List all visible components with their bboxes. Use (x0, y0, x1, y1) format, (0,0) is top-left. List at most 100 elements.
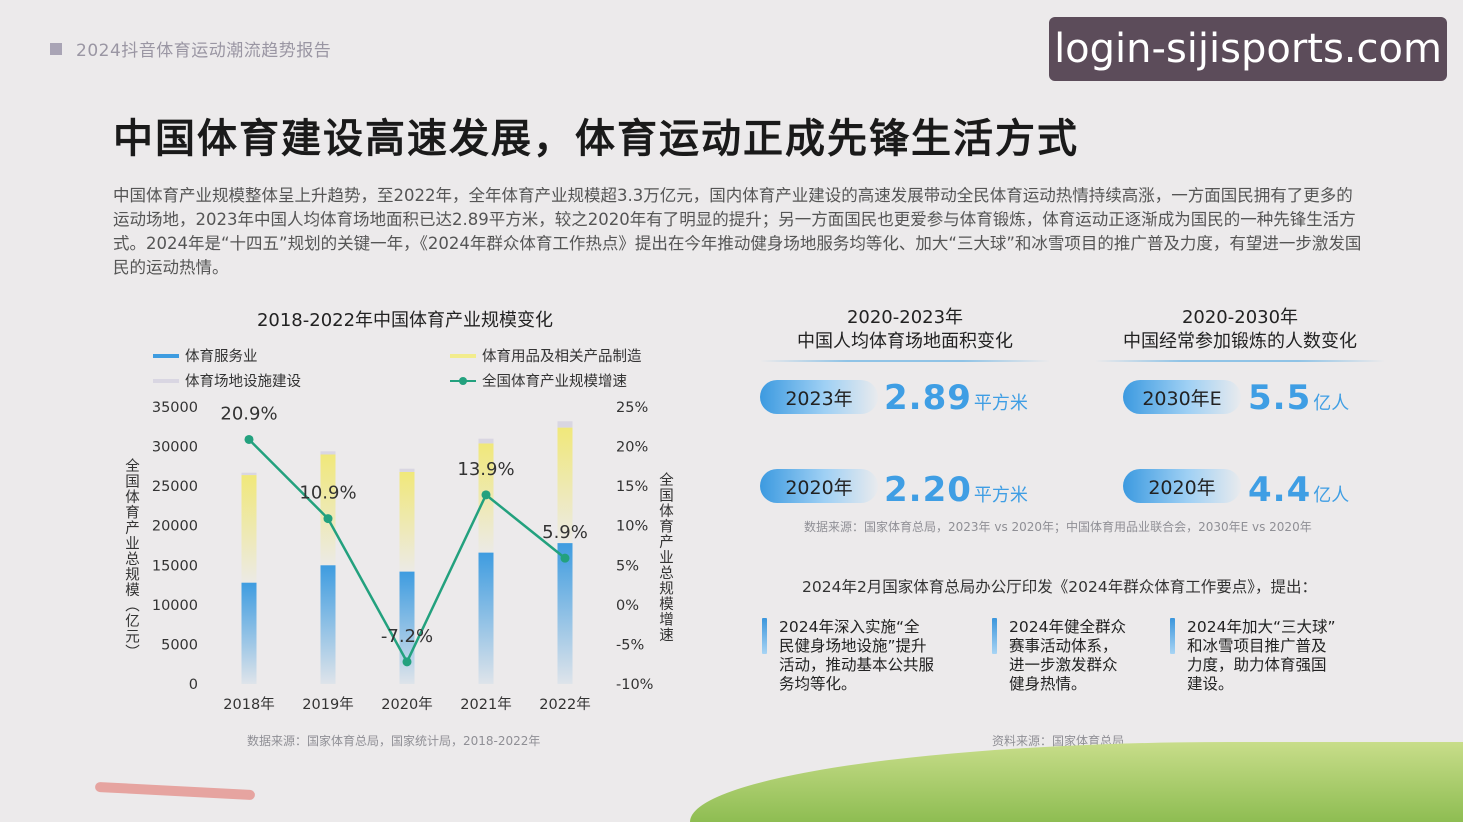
policy-point-2-line3: 进一步激发群众 (1009, 656, 1118, 674)
legend-item-facilities: 体育场地设施建设 (153, 370, 301, 391)
policy-point-3-line4: 建设。 (1187, 675, 1234, 693)
x-tick-label: 2020年 (381, 696, 432, 713)
growth-data-label: 20.9% (220, 403, 277, 424)
legend-swatch-facilities (153, 378, 179, 383)
legend-swatch-manufacturing (450, 353, 476, 358)
bar-facilities (320, 451, 336, 455)
bar-service (320, 565, 336, 684)
policy-point-2-line1: 2024年健全群众 (1009, 618, 1126, 636)
y-tick-label: 0 (189, 677, 198, 693)
y2-tick-label: 20% (616, 440, 648, 456)
page-title: 中国体育建设高速发展，体育运动正成先锋生活方式 (113, 116, 1079, 162)
y2-tick-label: 0% (616, 598, 639, 614)
policy-point-1-line3: 活动，推动基本公共服 (779, 656, 935, 674)
y2-tick-label: 5% (616, 558, 639, 574)
stat-area-number-2020: 2.20 (884, 470, 972, 510)
growth-data-label: 5.9% (542, 522, 588, 543)
growth-point (481, 490, 491, 500)
growth-data-label: 10.9% (299, 483, 356, 504)
report-header: 2024抖音体育运动潮流趋势报告 (50, 36, 331, 61)
growth-point (244, 434, 254, 444)
policy-point-1: 2024年深入实施“全 民健身场地设施”提升 活动，推动基本公共服 务均等化。 (762, 618, 934, 694)
stat-people-year-2030: 2030年E (1142, 387, 1222, 410)
chart-title: 2018-2022年中国体育产业规模变化 (256, 310, 554, 331)
policy-point-2: 2024年健全群众 赛事活动体系， 进一步激发群众 健身热情。 (992, 618, 1126, 694)
y-tick-label: 10000 (152, 598, 198, 614)
bar-service (478, 552, 494, 684)
y-tick-label: 25000 (152, 479, 198, 495)
policy-point-3-line1: 2024年加大“三大球” (1187, 618, 1336, 636)
stat-people-header: 2020-2030年 中国经常参加锻炼的人数变化 (1095, 306, 1385, 362)
stat-people-unit-2020: 亿人 (1313, 485, 1350, 506)
policy-point-2-line4: 健身热情。 (1009, 675, 1087, 693)
chart-source: 数据来源：国家体育总局，国家统计局，2018-2022年 (247, 734, 541, 748)
legend-swatch-service (153, 353, 179, 358)
legend-label-service: 体育服务业 (185, 349, 258, 365)
watermark-badge: login-sijisports.com (1049, 17, 1447, 81)
stat-area-year-pill-2020: 2020年 (760, 469, 878, 503)
stat-people-year-pill-2020: 2020年 (1123, 469, 1241, 503)
x-tick-label: 2018年 (223, 696, 274, 713)
y-tick-label: 5000 (161, 637, 198, 653)
policy-point-1-text: 2024年深入实施“全 民健身场地设施”提升 活动，推动基本公共服 务均等化。 (779, 618, 934, 694)
y2-tick-label: 10% (616, 519, 648, 535)
policy-point-1-line1: 2024年深入实施“全 (779, 618, 920, 636)
y-axis-label: 全国体育产业总规模（亿元） (123, 458, 139, 660)
stat-area-unit-2023: 平方米 (973, 393, 1028, 414)
policy-point-3: 2024年加大“三大球” 和冰雪项目推广普及 力度，助力体育强国 建设。 (1170, 618, 1336, 694)
stat-people-unit-2030: 亿人 (1313, 393, 1350, 414)
x-tick-label: 2021年 (460, 696, 511, 713)
policy-point-3-text: 2024年加大“三大球” 和冰雪项目推广普及 力度，助力体育强国 建设。 (1187, 618, 1336, 694)
legend-item-manufacturing: 体育用品及相关产品制造 (450, 345, 642, 366)
x-tick-label: 2019年 (302, 696, 353, 713)
legend-swatch-growth (450, 376, 476, 385)
legend-label-growth: 全国体育产业规模增速 (482, 374, 627, 390)
stat-people-number-2020: 4.4 (1248, 470, 1312, 510)
y2-tick-label: 15% (616, 479, 648, 495)
x-tick-label: 2022年 (539, 696, 590, 713)
stat-people-title-line2: 中国经常参加锻炼的人数变化 (1123, 331, 1357, 352)
stat-area-divider (760, 360, 1050, 362)
policy-point-1-bar (762, 618, 767, 654)
legend-item-service: 体育服务业 (153, 345, 258, 366)
stat-area-year-2020: 2020年 (785, 476, 853, 499)
bar-facilities (241, 472, 257, 476)
legend-label-manufacturing: 体育用品及相关产品制造 (482, 349, 642, 365)
bar-facilities (557, 421, 573, 428)
bar-service (557, 543, 573, 684)
growth-point (323, 514, 333, 524)
stat-area-value-2023: 2.89 平方米 (884, 378, 1028, 418)
y2-tick-label: -5% (616, 637, 644, 653)
policy-point-1-line4: 务均等化。 (779, 675, 857, 693)
stat-people-value-2020: 4.4 亿人 (1248, 470, 1349, 510)
policy-point-2-line2: 赛事活动体系， (1009, 637, 1118, 655)
stat-area-number-2023: 2.89 (884, 378, 972, 418)
growth-data-label: -7.2% (381, 626, 433, 647)
stat-people-value-2030: 5.5 亿人 (1248, 378, 1349, 418)
stat-people-year-pill-2030: 2030年E (1123, 380, 1241, 414)
y-tick-label: 35000 (152, 400, 198, 416)
stat-area-year-pill-2023: 2023年 (760, 380, 878, 414)
stats-source: 数据来源：国家体育总局，2023年 vs 2020年；中国体育用品业联合会，20… (804, 520, 1312, 534)
policy-notice: 2024年2月国家体育总局办公厅印发《2024年群众体育工作要点》，提出： (802, 578, 1318, 596)
chart-canvas: 0 5000 10000 15000 20000 25000 30000 35000 -10% -… (152, 400, 654, 713)
y2-tick-label: -10% (616, 677, 653, 693)
report-title: 2024抖音体育运动潮流趋势报告 (76, 41, 332, 61)
bar-facilities (478, 438, 494, 444)
stat-area-header: 2020-2023年 中国人均体育场地面积变化 (760, 306, 1050, 362)
legend-label-facilities: 体育场地设施建设 (185, 374, 301, 390)
stat-area-title-line1: 2020-2023年 (846, 307, 964, 328)
policy-point-2-text: 2024年健全群众 赛事活动体系， 进一步激发群众 健身热情。 (1009, 618, 1126, 694)
stat-people-title-line1: 2020-2030年 (1181, 307, 1299, 328)
growth-point (402, 657, 412, 667)
y-tick-label: 20000 (152, 519, 198, 535)
y2-tick-label: 25% (616, 400, 648, 416)
policy-point-3-line2: 和冰雪项目推广普及 (1187, 637, 1327, 655)
bar-manufacturing (399, 471, 415, 572)
y-tick-label: 15000 (152, 558, 198, 574)
stat-area-value-2020: 2.20 平方米 (884, 470, 1028, 510)
bar-manufacturing (557, 427, 573, 544)
policy-point-2-bar (992, 618, 997, 654)
header-square-icon (50, 42, 62, 55)
growth-point (560, 553, 570, 563)
